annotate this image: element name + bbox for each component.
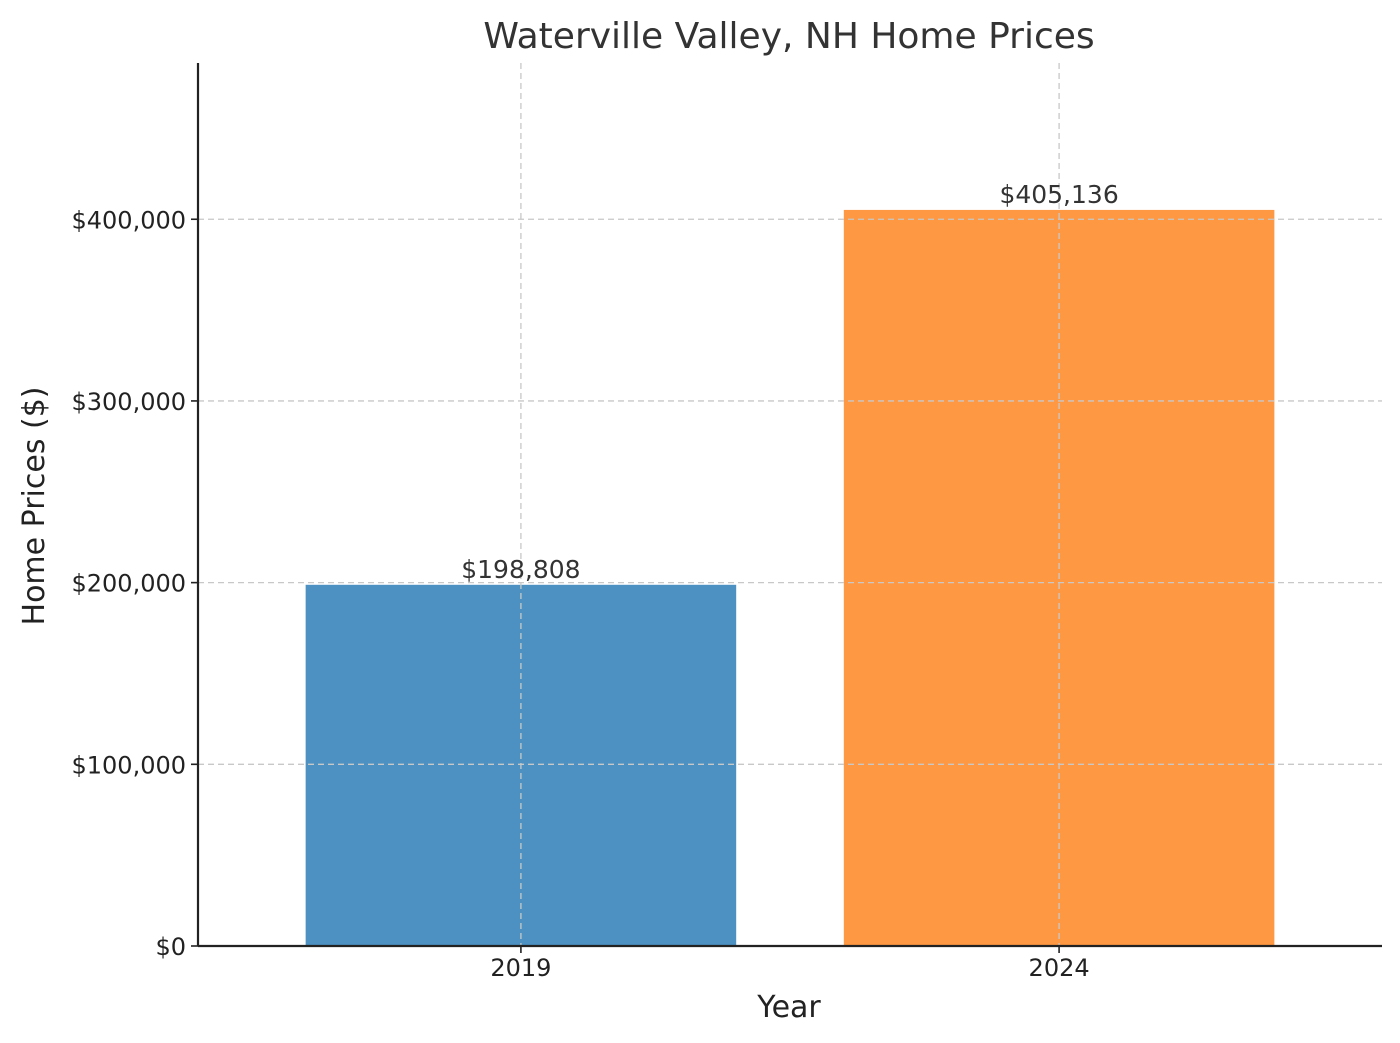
axes xyxy=(196,63,1382,948)
y-tick-label: $300,000 xyxy=(71,388,186,416)
x-axis-title: Year xyxy=(756,990,821,1025)
data-label: $405,136 xyxy=(999,180,1118,209)
y-tick-label: $100,000 xyxy=(71,751,186,779)
ticks: $0 $100,000 $200,000 $300,000 $400,000 2019 20… xyxy=(71,206,1089,982)
y-axis-title: Home Prices ($) xyxy=(17,387,52,626)
data-label: $198,808 xyxy=(461,555,580,584)
y-tick-label: $200,000 xyxy=(71,570,186,598)
x-tick-label: 2019 xyxy=(490,954,551,982)
grid xyxy=(198,63,1382,946)
bars xyxy=(305,209,1275,947)
chart-title: Waterville Valley, NH Home Prices xyxy=(483,16,1094,57)
y-tick-label: $0 xyxy=(155,933,186,961)
data-labels: $198,808 $405,136 xyxy=(461,180,1118,584)
x-tick-label: 2024 xyxy=(1029,954,1090,982)
y-tick-label: $400,000 xyxy=(71,206,186,234)
